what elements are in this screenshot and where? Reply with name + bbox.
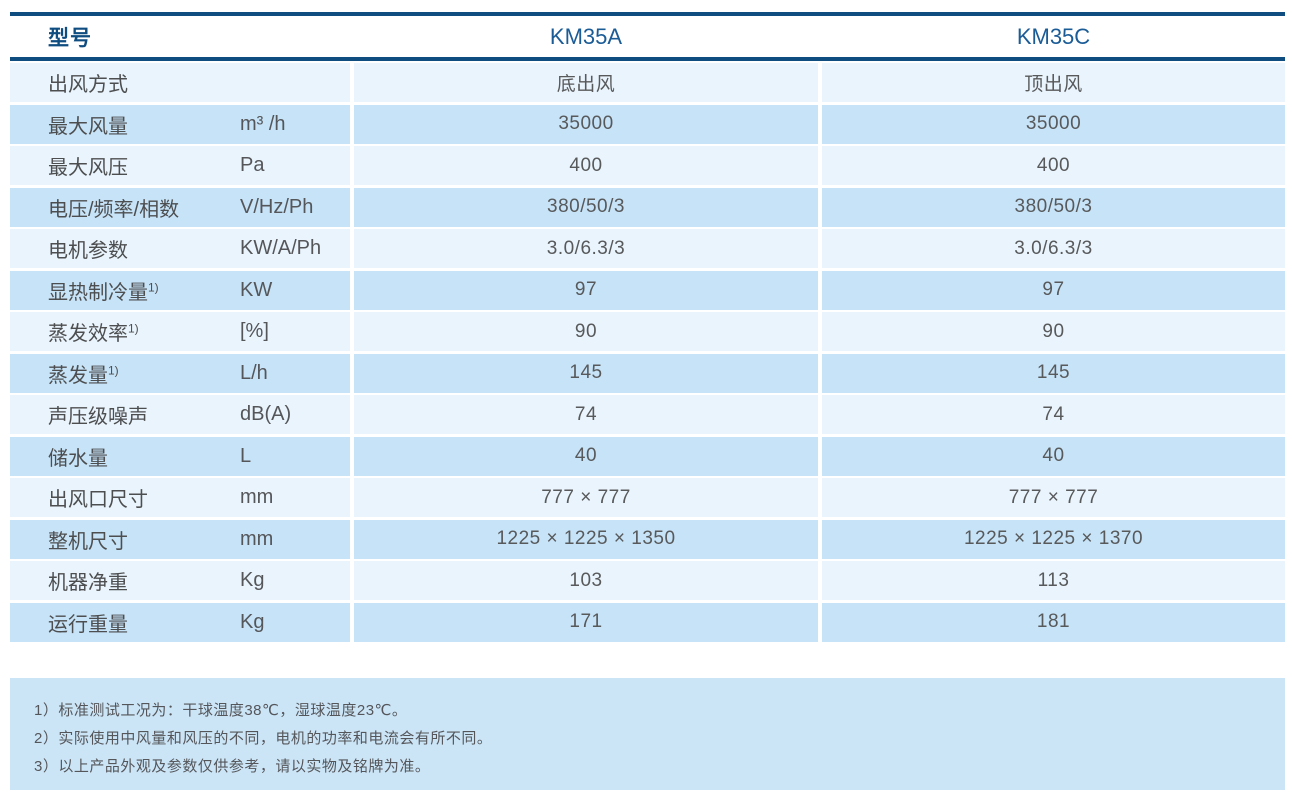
row-unit: KW/A/Ph (240, 237, 322, 259)
row-value-km35c: 顶出风 (822, 63, 1285, 102)
row-value-km35c: 400 (822, 146, 1285, 185)
table-row: 出风方式 底出风 顶出风 (10, 63, 1285, 102)
row-value-km35c: 380/50/3 (822, 187, 1285, 227)
row-value-km35a: 74 (354, 395, 818, 434)
row-value-km35a: 35000 (354, 104, 818, 144)
row-unit: dB(A) (240, 403, 292, 425)
row-value-km35c: 40 (822, 436, 1285, 476)
row-label: 出风口尺寸 (48, 489, 148, 511)
row-label-cell: 出风口尺寸 mm (10, 478, 350, 517)
footnote-3: 3）以上产品外观及参数仅供参考，请以实物及铭牌为准。 (34, 757, 431, 775)
row-label-cell: 电压/频率/相数 V/Hz/Ph (10, 187, 350, 227)
row-value-km35c: 1225 × 1225 × 1370 (822, 519, 1285, 559)
row-value-km35a: 380/50/3 (354, 187, 818, 227)
row-label: 储水量 (48, 447, 108, 470)
row-label: 电压/频率/相数 (48, 198, 180, 221)
row-label: 显热制冷量1) (48, 279, 159, 304)
row-label-cell: 最大风量 m³ /h (10, 104, 350, 144)
row-value-km35a: 90 (354, 312, 818, 351)
row-label: 蒸发效率1) (48, 321, 139, 345)
row-unit: L (240, 444, 252, 467)
row-unit: m³ /h (240, 112, 286, 135)
row-unit: mm (240, 486, 274, 508)
row-value-km35c: 35000 (822, 104, 1285, 144)
table-row: 最大风压 Pa 400 400 (10, 146, 1285, 185)
table-row: 机器净重 Kg 103 113 (10, 561, 1285, 600)
table-row: 最大风量 m³ /h 35000 35000 (10, 104, 1285, 144)
row-label: 整机尺寸 (48, 530, 128, 553)
row-label: 最大风量 (48, 115, 128, 138)
row-label-cell: 整机尺寸 mm (10, 519, 350, 559)
row-label-cell: 电机参数 KW/A/Ph (10, 229, 350, 268)
header-model-km35c: KM35C (1016, 23, 1091, 49)
row-value-km35c: 113 (822, 561, 1285, 600)
footnote-1: 1）标准测试工况为：干球温度38℃，湿球温度23℃。 (34, 701, 408, 719)
header-model-label: 型号 (48, 26, 92, 50)
row-label: 运行重量 (48, 613, 128, 636)
row-label: 出风方式 (48, 74, 128, 96)
table-row: 出风口尺寸 mm 777 × 777 777 × 777 (10, 478, 1285, 517)
row-value-km35c: 777 × 777 (822, 478, 1285, 517)
row-value-km35a: 777 × 777 (354, 478, 818, 517)
row-value-km35c: 74 (822, 395, 1285, 434)
row-value-km35a: 底出风 (354, 63, 818, 102)
row-unit: Pa (240, 154, 265, 176)
row-unit: L/h (240, 361, 268, 384)
row-label: 机器净重 (48, 572, 128, 594)
row-value-km35a: 400 (354, 146, 818, 185)
table-row: 显热制冷量1) KW 97 97 (10, 270, 1285, 310)
row-unit: KW (240, 278, 273, 301)
table-row: 蒸发效率1) [%] 90 90 (10, 312, 1285, 351)
row-unit: mm (240, 527, 274, 550)
row-value-km35c: 181 (822, 602, 1285, 642)
table-header-row: 型号 KM35A KM35C (10, 16, 1285, 57)
table-row: 蒸发量1) L/h 145 145 (10, 353, 1285, 393)
row-label-cell: 储水量 L (10, 436, 350, 476)
footnote-2: 2）实际使用中风量和风压的不同，电机的功率和电流会有所不同。 (34, 729, 493, 747)
table-row: 储水量 L 40 40 (10, 436, 1285, 476)
row-unit: Kg (240, 569, 265, 591)
row-label-cell: 声压级噪声 dB(A) (10, 395, 350, 434)
table-row: 声压级噪声 dB(A) 74 74 (10, 395, 1285, 434)
row-label-cell: 最大风压 Pa (10, 146, 350, 185)
spec-rows: 出风方式 底出风 顶出风 最大风量 m³ /h 35000 35000 最大风压… (10, 63, 1285, 642)
row-unit: [%] (240, 320, 269, 342)
row-label: 蒸发量1) (48, 362, 119, 387)
row-value-km35a: 145 (354, 353, 818, 393)
row-value-km35c: 145 (822, 353, 1285, 393)
footnotes-box: 1）标准测试工况为：干球温度38℃，湿球温度23℃。 2）实际使用中风量和风压的… (10, 677, 1285, 790)
row-label: 电机参数 (48, 240, 128, 262)
row-label: 最大风压 (48, 157, 128, 179)
header-bottom-rule (10, 57, 1285, 61)
row-label-cell: 蒸发量1) L/h (10, 353, 350, 393)
row-unit: Kg (240, 610, 265, 633)
top-rule (10, 12, 1285, 16)
header-model-km35a: KM35A (549, 23, 623, 49)
row-value-km35a: 97 (354, 270, 818, 310)
row-value-km35a: 40 (354, 436, 818, 476)
row-value-km35a: 1225 × 1225 × 1350 (354, 519, 818, 559)
row-value-km35c: 97 (822, 270, 1285, 310)
row-label-cell: 运行重量 Kg (10, 602, 350, 642)
row-label: 声压级噪声 (48, 406, 148, 428)
table-row: 运行重量 Kg 171 181 (10, 602, 1285, 642)
row-value-km35a: 3.0/6.3/3 (354, 229, 818, 268)
row-value-km35c: 3.0/6.3/3 (822, 229, 1285, 268)
row-unit: V/Hz/Ph (240, 195, 314, 218)
row-label-cell: 显热制冷量1) KW (10, 270, 350, 310)
row-label-cell: 蒸发效率1) [%] (10, 312, 350, 351)
row-label-cell: 出风方式 (10, 63, 350, 102)
table-row: 电机参数 KW/A/Ph 3.0/6.3/3 3.0/6.3/3 (10, 229, 1285, 268)
row-value-km35a: 171 (354, 602, 818, 642)
row-value-km35c: 90 (822, 312, 1285, 351)
table-row: 电压/频率/相数 V/Hz/Ph 380/50/3 380/50/3 (10, 187, 1285, 227)
table-row: 整机尺寸 mm 1225 × 1225 × 1350 1225 × 1225 ×… (10, 519, 1285, 559)
row-label-cell: 机器净重 Kg (10, 561, 350, 600)
row-value-km35a: 103 (354, 561, 818, 600)
spec-sheet: 型号 KM35A KM35C 出风方式 底出风 顶出风 最大风量 m³ /h 3… (10, 12, 1285, 790)
